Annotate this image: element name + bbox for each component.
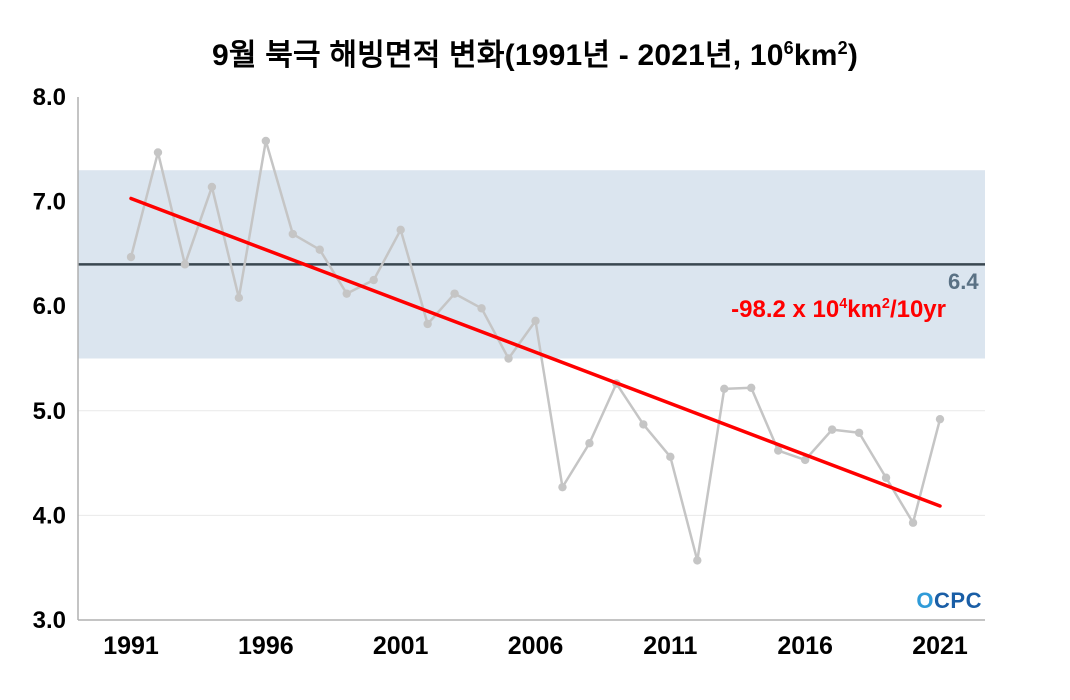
x-tick-label: 2006 (508, 632, 564, 660)
chart-title-unit: km (793, 39, 838, 72)
data-point (747, 383, 756, 392)
title-superscript-6: 6 (783, 38, 794, 58)
data-point (558, 482, 567, 492)
annotation-superscript-4: 4 (839, 296, 848, 312)
data-point (693, 556, 702, 565)
ocpc-logo-globe-icon: O (916, 588, 935, 613)
trend-line (129, 196, 942, 508)
data-point (261, 136, 271, 146)
data-point (639, 420, 648, 429)
annotation-per-decade: /10yr (889, 296, 946, 323)
x-tick-label: 2001 (373, 632, 429, 660)
annotation-text: -98.2 x 10 (731, 296, 840, 323)
x-tick-label: 2011 (643, 632, 697, 660)
data-point (126, 252, 136, 262)
annotation-unit: km (847, 296, 882, 323)
data-point (908, 518, 918, 527)
chart-title-close: ) (847, 39, 859, 72)
title-superscript-2: 2 (837, 38, 848, 58)
data-point (288, 229, 297, 239)
data-point (774, 446, 783, 455)
chart-title: 9월 북극 해빙면적 변화(1991년 - 2021년, 106km2) (0, 30, 1070, 74)
y-tick-label: 7.0 (33, 189, 66, 216)
data-point (504, 354, 513, 363)
x-tick-label: 1996 (238, 632, 294, 660)
y-tick-label: 8.0 (33, 84, 66, 111)
y-tick-label: 5.0 (33, 398, 66, 425)
x-tick-label: 2016 (777, 632, 833, 660)
data-point (207, 182, 217, 192)
data-point (396, 225, 405, 235)
data-point (234, 293, 244, 303)
data-point (180, 260, 190, 269)
data-point (935, 414, 945, 424)
data-point (153, 148, 163, 157)
mean-value-label: 6.4 (948, 269, 979, 294)
data-point (423, 319, 432, 329)
data-point (827, 425, 837, 434)
ocpc-logo: OCPC (916, 588, 982, 614)
data-point (369, 275, 378, 285)
data-point (450, 289, 459, 298)
y-tick-label: 3.0 (33, 607, 66, 634)
data-point (800, 455, 810, 465)
chart-title-text: 9월 북극 해빙면적 변화(1991년 - 2021년, 10 (211, 39, 784, 72)
x-tick-label: 1991 (103, 632, 159, 660)
data-point (342, 289, 351, 298)
data-point (854, 428, 864, 437)
data-point (666, 452, 675, 462)
data-point (315, 245, 324, 254)
data-point (477, 304, 486, 313)
data-point (585, 439, 594, 448)
trend-rate-annotation: -98.2 x 104km2/10yr (731, 296, 946, 324)
data-point (531, 316, 540, 326)
y-tick-label: 4.0 (33, 502, 66, 529)
data-point (720, 384, 729, 394)
x-tick-label: 2021 (912, 632, 968, 660)
y-tick-label: 6.0 (33, 293, 66, 320)
ocpc-logo-text: CPC (934, 588, 982, 613)
data-point (881, 473, 891, 482)
annotation-superscript-2: 2 (881, 296, 890, 312)
